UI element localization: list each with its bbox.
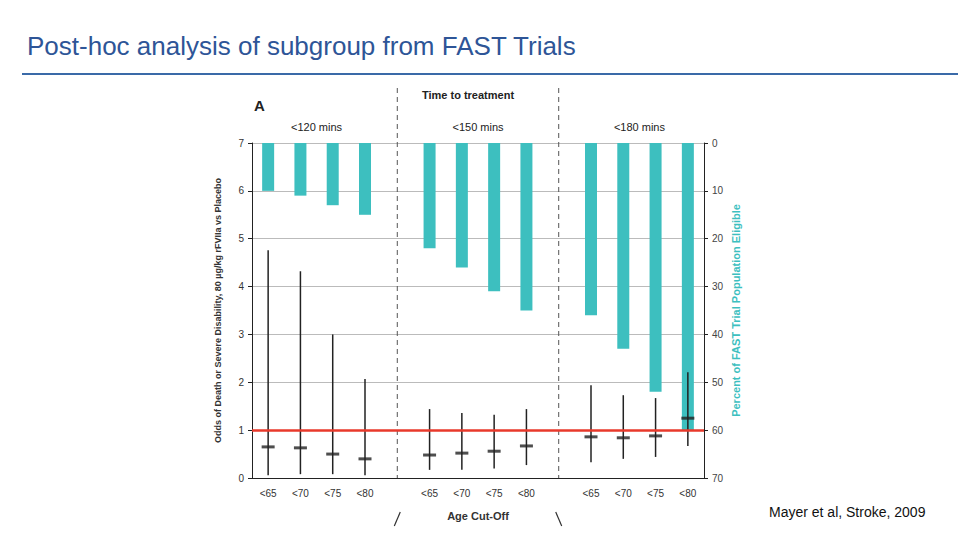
svg-text:40: 40 (712, 329, 724, 340)
svg-text:<180 mins: <180 mins (614, 121, 666, 133)
svg-text:0: 0 (238, 473, 244, 484)
svg-text:<75: <75 (324, 488, 341, 499)
svg-text:<120 mins: <120 mins (291, 121, 343, 133)
svg-text:1: 1 (238, 425, 244, 436)
svg-text:5: 5 (238, 233, 244, 244)
svg-text:70: 70 (712, 473, 724, 484)
svg-text:<150 mins: <150 mins (452, 121, 504, 133)
svg-text:<70: <70 (615, 488, 632, 499)
svg-text:<65: <65 (583, 488, 600, 499)
svg-text:2: 2 (238, 377, 244, 388)
svg-text:<70: <70 (453, 488, 470, 499)
svg-text:30: 30 (712, 281, 724, 292)
svg-text:<75: <75 (486, 488, 503, 499)
svg-text:<65: <65 (421, 488, 438, 499)
svg-text:<70: <70 (292, 488, 309, 499)
svg-text:Post-hoc analysis of subgroup: Post-hoc analysis of subgroup from FAST … (27, 31, 576, 61)
svg-text:Odds of Death or Severe Disabi: Odds of Death or Severe Disability, 80 µ… (213, 177, 223, 443)
svg-text:A: A (254, 97, 265, 114)
svg-text:60: 60 (712, 425, 724, 436)
svg-text:Mayer et al, Stroke, 2009: Mayer et al, Stroke, 2009 (769, 504, 926, 520)
svg-text:10: 10 (712, 185, 724, 196)
svg-text:4: 4 (238, 281, 244, 292)
svg-text:Percent of FAST Trial Populati: Percent of FAST Trial Population Eligibl… (730, 204, 742, 417)
svg-text:3: 3 (238, 329, 244, 340)
svg-text:<65: <65 (260, 488, 277, 499)
svg-text:20: 20 (712, 233, 724, 244)
svg-text:50: 50 (712, 377, 724, 388)
svg-text:<80: <80 (357, 488, 374, 499)
svg-text:Time to treatment: Time to treatment (422, 89, 514, 101)
svg-text:<75: <75 (647, 488, 664, 499)
svg-text:0: 0 (712, 138, 718, 149)
svg-text:Age Cut-Off: Age Cut-Off (447, 510, 509, 522)
svg-text:<80: <80 (518, 488, 535, 499)
svg-text:7: 7 (238, 138, 244, 149)
svg-text:6: 6 (238, 185, 244, 196)
svg-text:<80: <80 (679, 488, 696, 499)
